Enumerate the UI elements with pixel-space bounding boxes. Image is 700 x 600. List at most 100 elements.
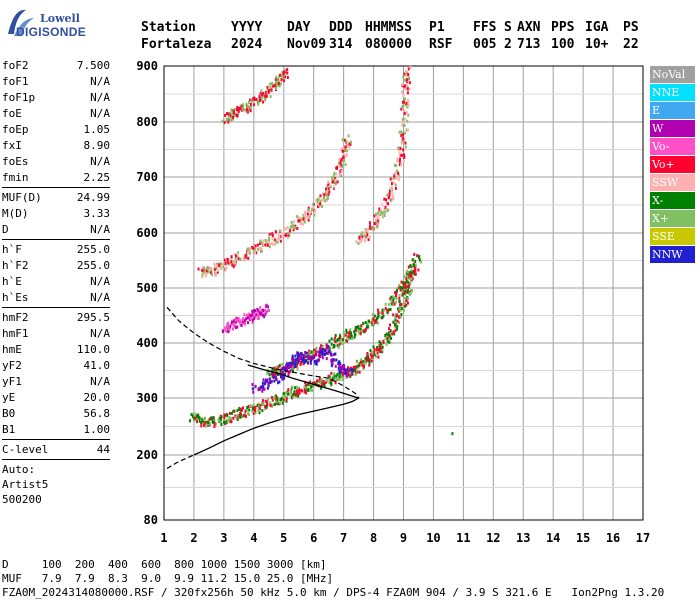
echo-dot-o2 bbox=[243, 255, 246, 259]
echo-dot-o1 bbox=[193, 416, 196, 420]
echo-dot-x1 bbox=[363, 328, 366, 332]
echo-dot-o3 bbox=[265, 94, 268, 98]
echo-dot-o2 bbox=[204, 267, 207, 271]
echo-dot-nnw bbox=[277, 381, 280, 385]
echo-dot-o2 bbox=[296, 215, 299, 219]
echo-dot-x1 bbox=[407, 270, 410, 274]
echo-dot-w bbox=[256, 312, 259, 316]
echo-dot-o2 bbox=[348, 142, 351, 146]
echo-dot-x1 bbox=[291, 370, 294, 374]
echo-dot-o2 bbox=[200, 275, 203, 279]
echo-dot-o1 bbox=[197, 413, 200, 417]
echo-dot-x1 bbox=[291, 360, 294, 364]
echo-dot-o2 bbox=[224, 268, 227, 272]
param-value: 1.05 bbox=[83, 123, 111, 136]
echo-dot-o1 bbox=[307, 387, 310, 391]
echo-dot-o2 bbox=[336, 165, 339, 169]
echo-dot-w bbox=[235, 316, 238, 320]
echo-dot-o2b bbox=[390, 181, 393, 185]
echo-dot-o2b bbox=[360, 233, 363, 237]
echo-dot-o3 bbox=[279, 73, 282, 77]
x-tick-label: 2 bbox=[190, 531, 197, 545]
echo-dot-x1 bbox=[381, 308, 384, 312]
echo-dot-o2 bbox=[293, 226, 296, 230]
echo-dot-w bbox=[259, 311, 262, 315]
echo-dot-w bbox=[228, 328, 231, 332]
echo-dot-o1 bbox=[247, 404, 250, 408]
echo-dot-o1 bbox=[405, 279, 408, 283]
echo-dot-o2b bbox=[403, 137, 406, 141]
y-tick-label: 80 bbox=[144, 513, 158, 527]
echo-dot-nnw bbox=[321, 348, 324, 352]
echo-dot-o2 bbox=[335, 172, 338, 176]
echo-dot-x1 bbox=[413, 252, 416, 256]
echo-dot-x1 bbox=[416, 254, 419, 258]
echo-dot-x1 bbox=[281, 362, 284, 366]
echo-dot-o1 bbox=[406, 301, 409, 305]
echo-dot-x1 bbox=[366, 321, 369, 325]
echo-dot-o3 bbox=[259, 91, 262, 95]
echo-dot-nnw bbox=[273, 379, 276, 383]
echo-dot-o2b bbox=[383, 197, 386, 201]
echo-dot-o2b bbox=[406, 105, 409, 109]
param-value: N/A bbox=[90, 375, 110, 388]
echo-dot-x1 bbox=[402, 285, 405, 289]
echo-dot-x1 bbox=[402, 292, 405, 296]
echo-dot-o1 bbox=[388, 340, 391, 344]
echo-dot-o1 bbox=[202, 417, 205, 421]
echo-dot-w bbox=[255, 309, 258, 313]
echo-dot-o2 bbox=[209, 271, 212, 275]
echo-dot-o2 bbox=[252, 246, 255, 250]
echo-dot-w bbox=[254, 309, 257, 313]
echo-dot-o1 bbox=[405, 282, 408, 286]
echo-dot-o2b bbox=[386, 209, 389, 213]
echo-dot-o1 bbox=[248, 404, 251, 408]
echo-dot-o2 bbox=[256, 243, 259, 247]
echo-dot-o2 bbox=[207, 270, 210, 274]
echo-dot-o2 bbox=[342, 146, 345, 150]
echo-dot-nnw bbox=[262, 378, 265, 382]
echo-dot-o3 bbox=[230, 116, 233, 120]
echo-dot-o2b bbox=[395, 164, 398, 168]
echo-dot-o3 bbox=[264, 91, 267, 95]
echo-dot-o2 bbox=[283, 226, 286, 230]
echo-dot-x1 bbox=[395, 290, 398, 294]
legend-item-noval: NoVal bbox=[650, 66, 695, 83]
echo-dot-o1 bbox=[320, 386, 323, 390]
echo-dot-o3 bbox=[230, 108, 233, 112]
echo-dot-nnw bbox=[309, 361, 312, 365]
echo-dot-o3 bbox=[264, 98, 267, 102]
echo-dot-x1 bbox=[347, 337, 350, 341]
echo-dot-o1 bbox=[290, 393, 293, 397]
echo-dot-nnw bbox=[287, 373, 290, 377]
echo-dot-o1 bbox=[377, 355, 380, 359]
echo-dot-o2 bbox=[312, 202, 315, 206]
echo-dot-o2b bbox=[403, 112, 406, 116]
echo-dot-o3 bbox=[231, 111, 234, 115]
echo-dot-o1 bbox=[362, 365, 365, 369]
echo-dot-o1 bbox=[397, 309, 400, 313]
echo-dot-o3 bbox=[261, 96, 264, 100]
echo-dot-o2 bbox=[308, 215, 311, 219]
echo-dot-o1 bbox=[204, 416, 207, 420]
echo-dot-o2b bbox=[361, 231, 364, 235]
echo-dot-o2b bbox=[404, 117, 407, 121]
echo-dot-o1 bbox=[405, 303, 408, 307]
echo-dot-o3 bbox=[243, 108, 246, 112]
echo-dot-o2 bbox=[209, 267, 212, 271]
echo-dot-o2 bbox=[332, 179, 335, 183]
echo-dot-nnw bbox=[338, 360, 341, 364]
echo-dot-o1 bbox=[336, 372, 339, 376]
echo-dot-o1 bbox=[360, 360, 363, 364]
echo-dot-o1 bbox=[376, 345, 379, 349]
header-label-1: YYYY bbox=[231, 20, 263, 35]
echo-dot-o1 bbox=[253, 408, 256, 412]
echo-dot-nnw bbox=[283, 376, 286, 380]
echo-dot-w bbox=[247, 312, 250, 316]
echo-dot-o2 bbox=[268, 236, 271, 240]
echo-dot-w bbox=[264, 310, 267, 314]
echo-dot-o1 bbox=[189, 419, 192, 423]
echo-dot-nnw bbox=[321, 352, 324, 356]
echo-dot-o2b bbox=[391, 191, 394, 195]
echo-dot-x1 bbox=[368, 319, 371, 323]
